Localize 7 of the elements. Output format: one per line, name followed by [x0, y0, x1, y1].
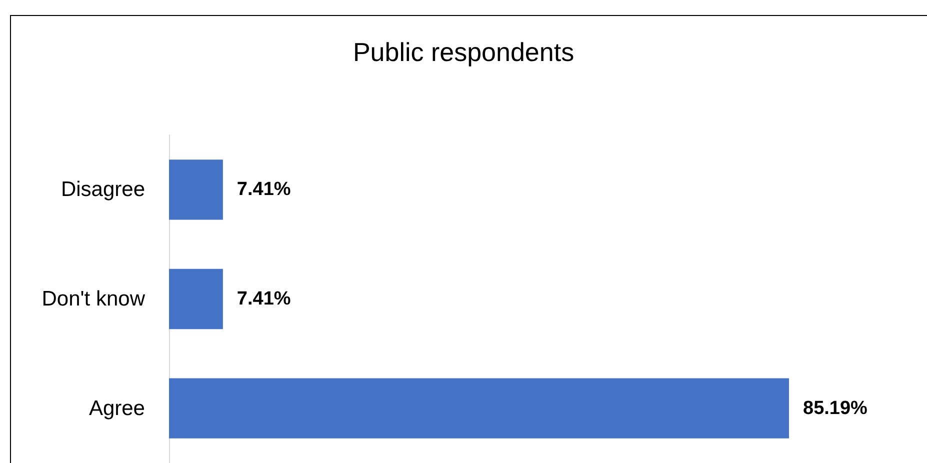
data-label: 7.41% [236, 288, 291, 310]
chart-title: Public respondents [352, 37, 574, 67]
y-tick-label: Don't know [42, 288, 146, 310]
data-label: 85.19% [803, 398, 868, 419]
data-label: 7.41% [236, 179, 291, 200]
y-tick-label: Disagree [60, 178, 145, 202]
y-tick-label: Agree [88, 396, 145, 420]
